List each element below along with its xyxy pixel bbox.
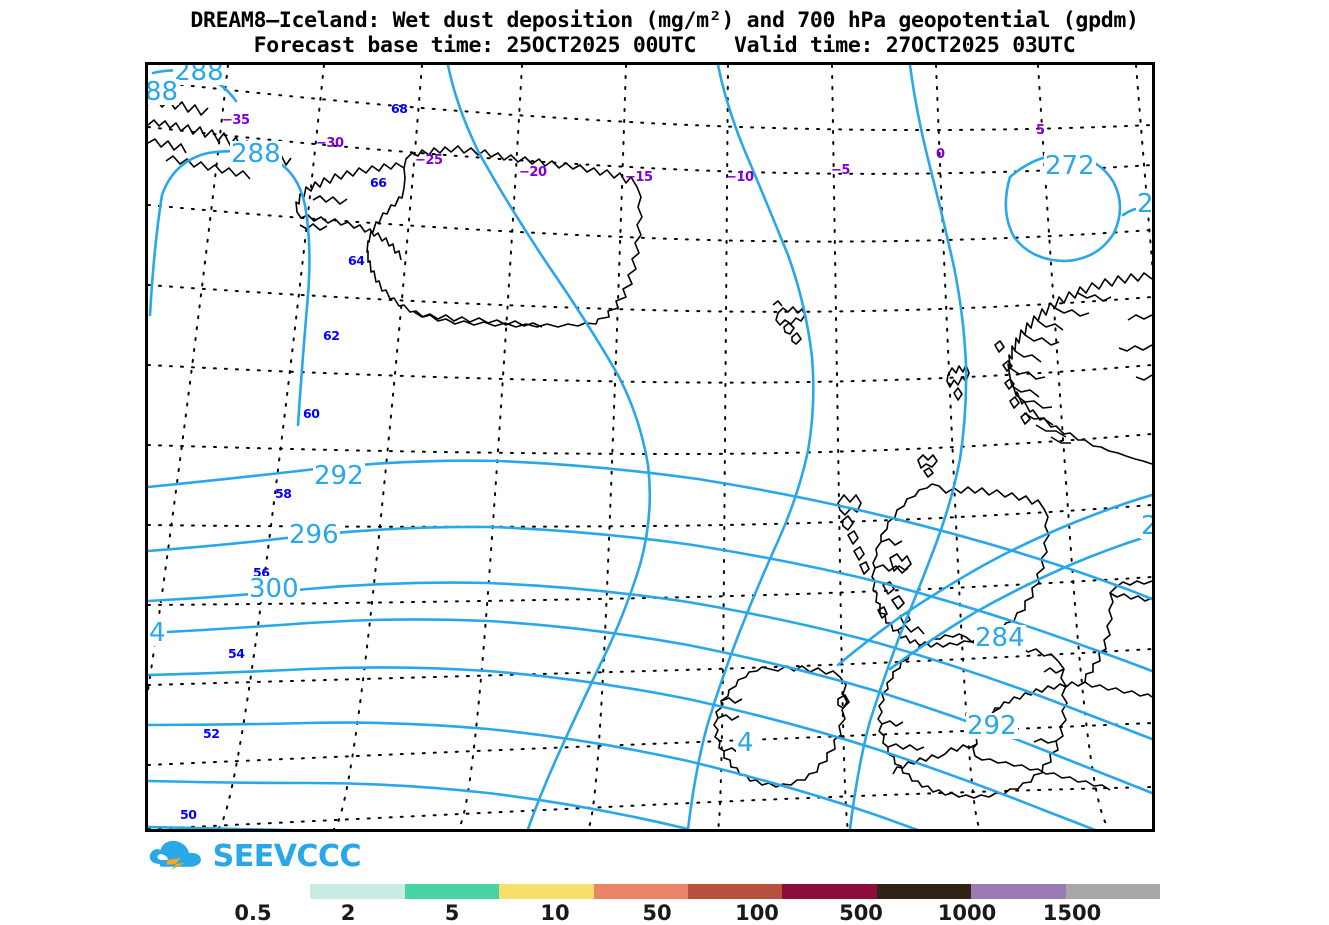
england-wales-coast [877,633,1068,799]
contour-label: 2 [1136,189,1154,219]
outer-hebrides [837,494,870,575]
contour-288-b [148,149,311,427]
lat-label: 50 [180,807,197,822]
contour-label: 300 [248,574,300,604]
title-line-1: DREAM8—Iceland: Wet dust deposition (mg/… [190,8,1139,33]
lat-label: 64 [348,253,365,268]
colorbar-segment [216,884,311,899]
contour-284-right-b [888,533,1152,671]
colorbar-segment [876,884,972,899]
logo-text: SEEVCCC [212,838,362,874]
contour-label: 272 [1044,151,1096,181]
contour-label: 292 [313,461,365,491]
colorbar-tick: 10 [540,901,570,925]
lat-label: 60 [303,406,320,421]
lat-label: 58 [275,486,292,501]
map-plot-area[interactable]: −35 −30 −25 −20 −15 −10 −5 0 5 68 66 64 … [145,62,1155,832]
colorbar-tick: 5 [444,901,460,925]
cloud-icon [149,840,201,870]
contour-label: 288 [173,65,225,85]
lat-label: 52 [203,726,220,741]
contour-norwegian-sea [848,65,968,829]
denmark-netherlands-coast [1084,580,1152,683]
colorbar-segment [782,884,877,899]
iceland-coast [366,145,643,328]
lat-label: 68 [391,101,408,116]
lon-label: −10 [726,170,754,185]
contour-east-iceland [686,65,815,829]
contour-lower-3 [148,779,690,829]
contour-label: 2 [1140,513,1152,539]
contour-through-iceland [446,65,652,829]
lon-label: −15 [625,170,653,185]
contour-lower-2 [148,721,919,829]
contour-284-right [836,493,1152,667]
coastlines [148,98,1152,799]
lon-label: 0 [936,147,945,162]
colorbar-segment [593,884,689,899]
norway-coast [1007,272,1152,465]
colorbar-segment [688,884,783,899]
colorbar-tick-labels: 0.5 2 5 10 50 100 500 1000 1500 [216,901,1160,925]
colorbar-tick: 2 [340,901,356,925]
lat-label: 62 [323,328,340,343]
title-line-2: Forecast base time: 25OCT2025 00UTC Vali… [253,33,1076,59]
contour-300-zonal [148,581,1152,741]
graticule-meridians [148,65,1152,829]
colorbar-tick: 50 [642,901,672,925]
colorbar-tick: 1500 [1042,901,1102,925]
contour-label: 288 [230,139,282,169]
colorbar-tick: 100 [735,901,779,925]
colorbar-strip [216,884,1161,899]
contour-304-zonal [148,618,1152,795]
lat-label: 54 [228,646,245,661]
scotland-coast [871,483,1050,648]
colorbar-segment [404,884,500,899]
colorbar-segment [310,884,405,899]
lon-label: −30 [316,136,344,151]
contour-label: 292 [966,711,1018,741]
contour-label: 296 [288,520,340,550]
ireland-coast [713,665,848,788]
lon-label: −25 [415,153,443,168]
colorbar-tick: 0.5 [234,901,272,925]
contour-label: 284 [974,623,1026,653]
colorbar-segment [1065,884,1161,899]
lat-label: 66 [370,175,387,190]
chart-title-block: DREAM8—Iceland: Wet dust deposition (mg/… [0,8,1329,59]
seevccc-logo[interactable]: SEEVCCC [146,836,362,876]
colorbar-tick: 500 [839,901,883,925]
colorbar-segment [499,884,594,899]
faroe-islands [772,300,806,345]
deposition-colorbar[interactable]: 0.5 2 5 10 50 100 500 1000 1500 [216,884,1161,925]
lon-label: −5 [831,163,850,178]
colorbar-segment [971,884,1066,899]
colorbar-tick: 1000 [937,901,997,925]
lon-label: −20 [519,165,547,180]
contour-label: 4 [148,618,167,648]
contour-label: 4 [736,728,755,758]
shetland-islands [946,364,970,401]
lon-label: 5 [1036,123,1045,138]
contour-lower-4 [148,825,297,829]
orkney-islands [917,454,938,478]
isle-of-man [837,694,850,709]
lon-label: −35 [222,113,250,128]
contour-lower-1 [148,666,1097,829]
contour-label: 88 [145,77,180,107]
